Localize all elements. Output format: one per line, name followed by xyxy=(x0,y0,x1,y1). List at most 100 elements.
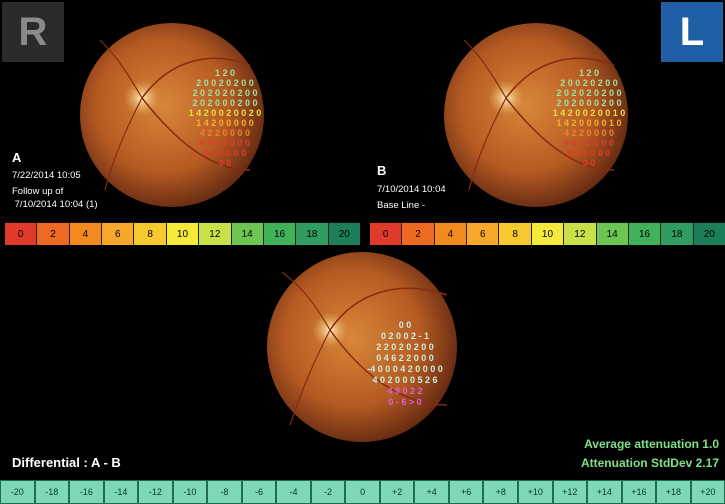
grid-b-row: 1 4 2 0 0 2 0 0 1 0 xyxy=(552,108,626,118)
differential-scale-value: +14 xyxy=(596,487,612,497)
differential-scale-value: -12 xyxy=(148,487,162,497)
grid-a-row: 0 0 0 0 0 0 0 xyxy=(199,138,251,148)
grid-diff-row: 0 2 0 0 2 - 1 xyxy=(380,331,430,341)
differential-scale-value: -6 xyxy=(254,487,263,497)
left-eye-badge[interactable]: L xyxy=(661,2,723,62)
scale-a-cell: 20 xyxy=(328,223,360,245)
grid-b-row: 1 4 2 0 0 0 0 1 0 xyxy=(556,118,622,128)
differential-scale-cell: 0 xyxy=(345,480,380,504)
differential-scale-value: +20 xyxy=(700,487,716,497)
scale-b-value: 14 xyxy=(606,228,618,240)
grid-diff-row: 4 9 0 2 2 xyxy=(387,386,423,396)
scale-a-value: 16 xyxy=(273,228,286,240)
right-eye-badge[interactable]: R xyxy=(2,2,64,62)
differential-scale-value: +10 xyxy=(527,487,543,497)
scale-b-value: 8 xyxy=(512,228,518,240)
scale-a-cell: 8 xyxy=(134,223,167,245)
grid-a-row: 1 4 2 0 0 2 0 0 2 0 xyxy=(188,108,262,118)
scale-a-value: 20 xyxy=(338,228,350,240)
grid-a-row: 1 2 0 xyxy=(214,68,236,78)
grid-b-row: 0 0 0 0 0 0 xyxy=(567,148,611,158)
grid-b-row: 4 2 2 0 0 0 0 xyxy=(563,128,615,138)
differential-scale-value: -20 xyxy=(10,487,24,497)
differential-scale-cell: +6 xyxy=(448,480,484,504)
differential-scale-value: 0 xyxy=(360,487,366,497)
differential-scale-cell: -14 xyxy=(103,480,139,504)
scale-b-cell: 20 xyxy=(693,223,725,245)
differential-scale-cell: +4 xyxy=(414,480,449,504)
panel-b-label: B xyxy=(377,163,387,178)
grid-a-row: 2 0 2 0 2 0 2 0 0 xyxy=(192,88,258,98)
perimetry-grid-a: 1 2 0 2 0 0 2 0 2 0 0 2 0 2 0 2 0 2 0 0 … xyxy=(170,68,280,168)
scale-b-cell: 12 xyxy=(564,223,597,245)
panel-a-label: A xyxy=(12,150,22,165)
differential-scale-cell: -6 xyxy=(241,480,277,504)
differential-scale-cell: +10 xyxy=(517,480,553,504)
scale-b-value: 20 xyxy=(703,228,715,240)
grid-diff-row: 0 - 6 > 0 xyxy=(388,397,422,407)
grid-b-row: 2 0 2 0 0 0 2 0 0 xyxy=(556,98,622,108)
differential-scale-value: +16 xyxy=(631,487,647,497)
grid-b-row: 0 0 xyxy=(582,158,596,168)
differential-scale-cell: -2 xyxy=(310,480,346,504)
scale-b-value: 6 xyxy=(479,228,486,240)
differential-scale-value: -8 xyxy=(220,487,229,497)
scale-a-cell: 14 xyxy=(231,223,264,245)
scale-a-cell: 6 xyxy=(102,223,135,245)
scale-a-value: 4 xyxy=(82,228,89,240)
scale-a-cell: 12 xyxy=(199,223,232,245)
scale-b-value: 16 xyxy=(638,228,651,240)
grid-b-row: 2 0 0 2 0 2 0 0 xyxy=(560,78,618,88)
differential-scale-value: +12 xyxy=(562,487,578,497)
differential-scale-cell: +2 xyxy=(379,480,415,504)
scale-a-cell: 0 xyxy=(5,223,38,245)
differential-scale-value: +18 xyxy=(665,487,681,497)
perimetry-grid-b: 1 2 0 2 0 0 2 0 2 0 0 2 0 2 0 2 0 2 0 0 … xyxy=(534,68,644,168)
scale-b-cell: 0 xyxy=(370,223,403,245)
attenuation-stddev: Attenuation StdDev 2.17 xyxy=(580,456,719,470)
differential-title: Differential : A - B xyxy=(12,455,121,470)
grid-diff-row: 0 0 xyxy=(398,320,412,330)
grid-a-row: 4 2 2 0 0 0 0 xyxy=(199,128,251,138)
grid-b-row: 2 0 2 0 2 0 2 0 0 xyxy=(556,88,622,98)
color-scale-b: 0 2 4 6 8 10 12 14 16 18 20 xyxy=(370,222,725,245)
differential-scale-cell: -10 xyxy=(172,480,208,504)
differential-scale-value: -14 xyxy=(114,487,128,497)
average-attenuation: Average attenuation 1.0 xyxy=(584,437,719,451)
grid-diff-row: 2 2 0 2 0 2 0 0 xyxy=(376,342,434,352)
differential-scale-cell: +8 xyxy=(483,480,518,504)
panel-a-followup-date: 7/10/2014 10:04 (1) xyxy=(12,199,98,210)
differential-scale: -20 -18 -16 -14 -12 -10 -8 -6 -4 -2 0 +2 +4 +6 +8 +10 +1… xyxy=(0,480,725,504)
scale-b-value: 18 xyxy=(671,228,683,240)
perimetry-grid-differential: 0 0 0 2 0 0 2 - 1 2 2 0 2 0 2 0 0 0 4 6 … xyxy=(345,320,465,408)
differential-scale-value: -4 xyxy=(289,487,298,497)
scale-b-cell: 6 xyxy=(467,223,500,245)
differential-scale-value: +4 xyxy=(426,487,437,497)
scale-b-cell: 16 xyxy=(628,223,662,245)
grid-a-row: 0 0 xyxy=(218,158,232,168)
scale-a-value: 18 xyxy=(306,228,318,240)
differential-scale-cell: -8 xyxy=(207,480,242,504)
differential-scale-cell: -16 xyxy=(69,480,104,504)
scale-a-value: 12 xyxy=(209,228,221,240)
color-scale-a: 0 2 4 6 8 10 12 14 16 18 20 xyxy=(5,222,360,245)
fundus-image-differential xyxy=(267,252,457,442)
fundus-image-a xyxy=(80,23,264,207)
panel-b-date: 7/10/2014 10:04 xyxy=(377,184,446,195)
scale-a-cell: 16 xyxy=(263,223,297,245)
scale-b-cell: 14 xyxy=(596,223,629,245)
differential-scale-cell: +12 xyxy=(552,480,588,504)
panel-b-baseline: Base Line - xyxy=(377,200,426,211)
grid-diff-row: 0 4 6 2 2 0 0 0 xyxy=(376,353,434,363)
differential-scale-cell: -12 xyxy=(138,480,173,504)
scale-a-value: 8 xyxy=(147,228,153,240)
differential-scale-cell: -4 xyxy=(276,480,311,504)
differential-scale-cell: -18 xyxy=(34,480,70,504)
differential-scale-value: +6 xyxy=(461,487,472,497)
differential-scale-value: -16 xyxy=(79,487,93,497)
scale-b-value: 10 xyxy=(541,228,554,240)
scale-b-value: 2 xyxy=(415,228,421,240)
differential-scale-value: -10 xyxy=(183,487,197,497)
grid-a-row: 1 4 2 0 0 0 0 0 xyxy=(196,118,254,128)
scale-a-cell: 4 xyxy=(69,223,103,245)
